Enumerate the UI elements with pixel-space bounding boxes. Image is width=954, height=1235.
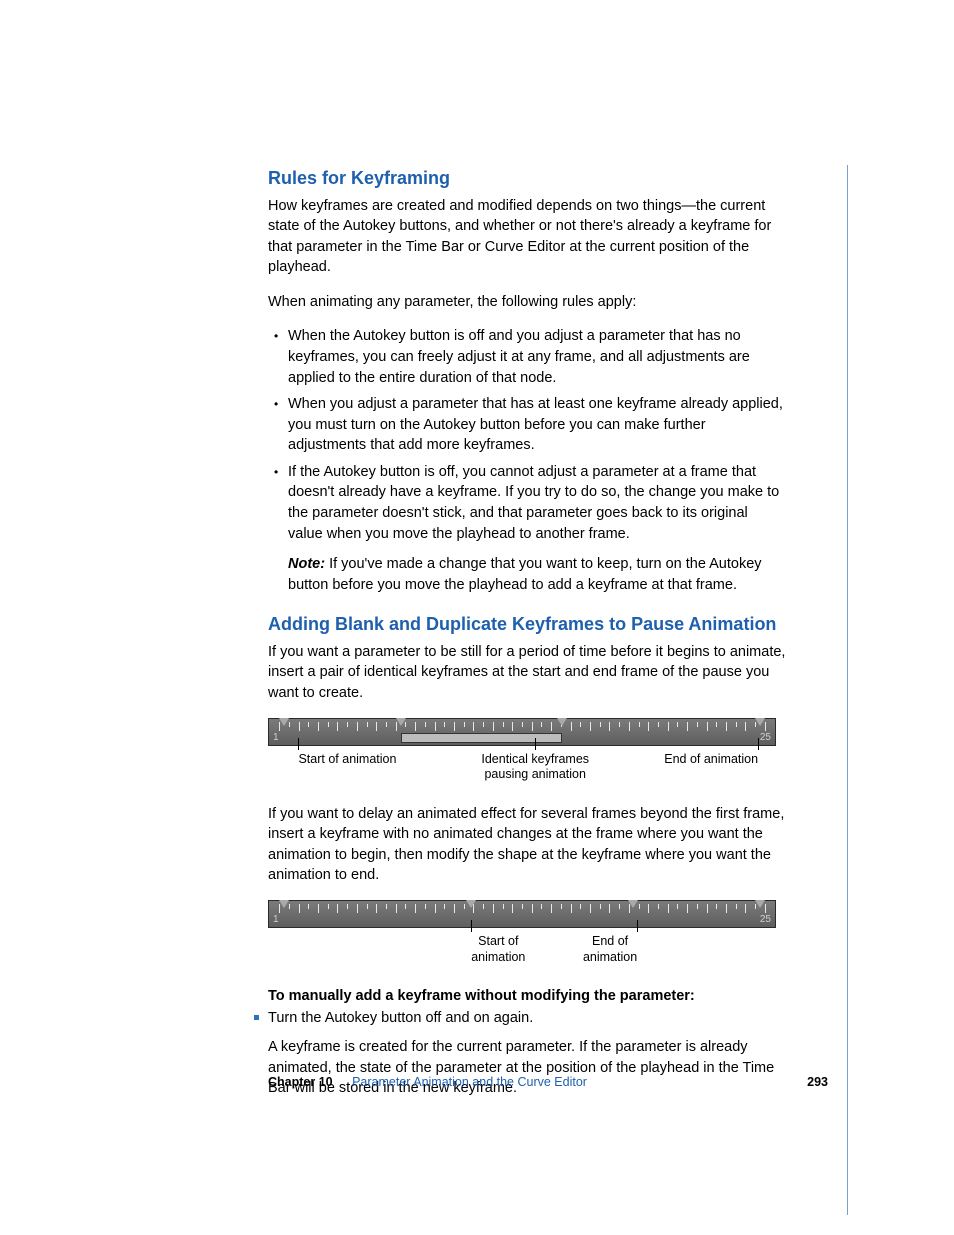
keyframe-marker-icon [279,718,289,726]
keyframe-marker-icon [279,900,289,908]
list-item: Turn the Autokey button off and on again… [254,1008,786,1029]
timeline-ruler: 1 25 [268,718,776,746]
footer-chapter: Chapter 10 [268,1075,333,1089]
timeline-ruler: 1 25 [268,900,776,928]
keyframe-marker-icon [466,900,476,908]
page-footer: Chapter 10 Parameter Animation and the C… [268,1075,828,1089]
keyframe-span-bar [401,733,563,743]
keyframe-marker-icon [755,900,765,908]
timeline-figure-2: 1 25 Start ofanimation End ofanimation [268,900,776,972]
note-text: If you've made a change that you want to… [288,556,762,593]
footer-title: Parameter Animation and the Curve Editor [352,1075,587,1089]
note: Note: If you've made a change that you w… [268,554,786,595]
timeline-label: Identical keyframespausing animation [481,752,589,783]
ruler-start-number: 1 [273,914,279,925]
timeline-label: Start of animation [298,752,396,768]
paragraph: How keyframes are created and modified d… [268,196,786,278]
list-item: If the Autokey button is off, you cannot… [268,462,786,544]
paragraph: If you want to delay an animated effect … [268,804,786,886]
list-item: When the Autokey button is off and you a… [268,326,786,388]
ruler-ticks [269,901,775,927]
footer-page-number: 293 [807,1075,828,1089]
procedure-heading: To manually add a keyframe without modif… [268,986,786,1007]
page-content: Rules for Keyframing How keyframes are c… [268,167,786,1113]
ruler-end-number: 25 [760,914,771,925]
margin-rule [847,165,848,1215]
paragraph: If you want a parameter to be still for … [268,642,786,704]
timeline-label: Start ofanimation [471,934,525,965]
rules-list: When the Autokey button is off and you a… [268,326,786,544]
note-label: Note: [288,556,325,572]
keyframe-marker-icon [396,718,406,726]
section-heading-rules: Rules for Keyframing [268,167,786,190]
timeline-figure-1: 1 25 Start of animation Identical keyfram… [268,718,776,790]
ruler-start-number: 1 [273,732,279,743]
timeline-labels: Start ofanimation End ofanimation [268,934,776,972]
list-item: When you adjust a parameter that has at … [268,394,786,456]
ruler-end-number: 25 [760,732,771,743]
timeline-label: End ofanimation [583,934,637,965]
timeline-labels: Start of animation Identical keyframespau… [268,752,776,790]
paragraph: When animating any parameter, the follow… [268,292,786,313]
timeline-label: End of animation [664,752,758,768]
keyframe-marker-icon [557,718,567,726]
section-heading-adding: Adding Blank and Duplicate Keyframes to … [268,613,786,636]
keyframe-marker-icon [628,900,638,908]
procedure-list: Turn the Autokey button off and on again… [268,1008,786,1029]
keyframe-marker-icon [755,718,765,726]
paragraph: A keyframe is created for the current pa… [268,1037,786,1099]
